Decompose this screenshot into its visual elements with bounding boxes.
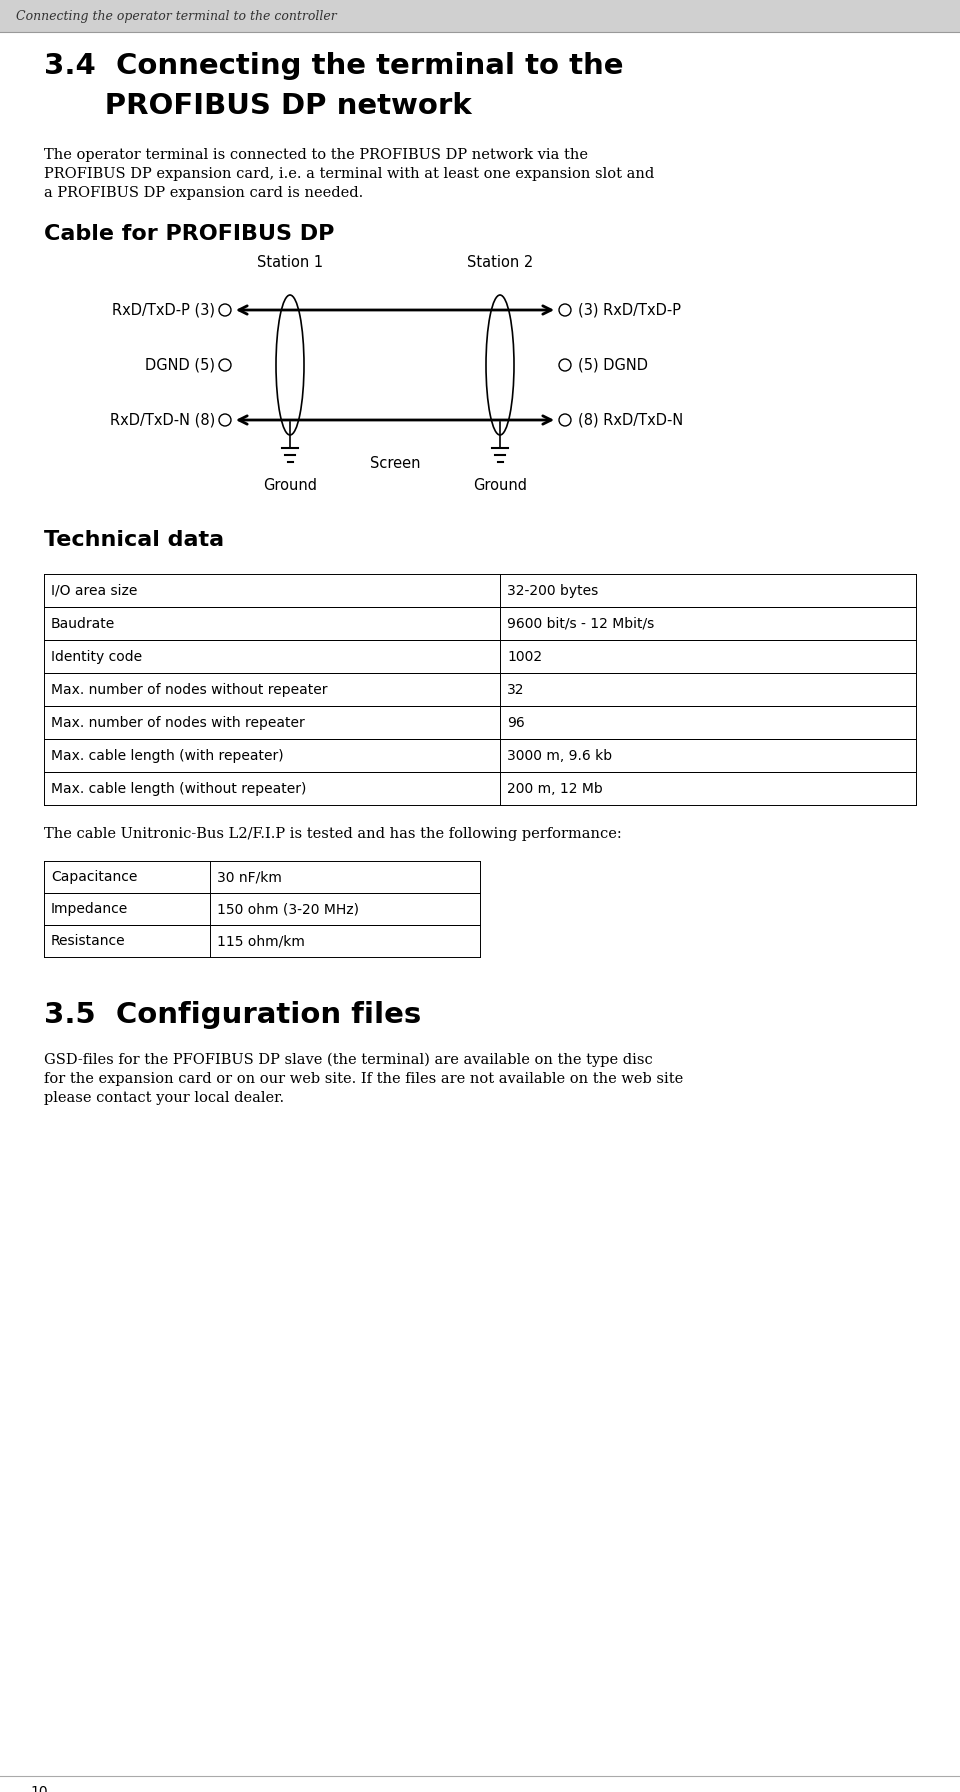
Text: 96: 96 <box>507 715 525 729</box>
Text: a PROFIBUS DP expansion card is needed.: a PROFIBUS DP expansion card is needed. <box>44 186 363 201</box>
Text: Max. number of nodes with repeater: Max. number of nodes with repeater <box>51 715 304 729</box>
Text: GSD-files for the PFOFIBUS DP slave (the terminal) are available on the type dis: GSD-files for the PFOFIBUS DP slave (the… <box>44 1054 653 1068</box>
Text: (8) RxD/TxD-N: (8) RxD/TxD-N <box>578 412 684 428</box>
Text: 10: 10 <box>30 1785 48 1792</box>
Text: PROFIBUS DP network: PROFIBUS DP network <box>44 91 471 120</box>
Text: (5) DGND: (5) DGND <box>578 357 648 373</box>
Bar <box>0 0 960 32</box>
Text: Connecting the operator terminal to the controller: Connecting the operator terminal to the … <box>16 9 337 23</box>
Text: please contact your local dealer.: please contact your local dealer. <box>44 1091 284 1106</box>
Text: 1002: 1002 <box>507 649 542 663</box>
Text: RxD/TxD-N (8): RxD/TxD-N (8) <box>109 412 215 428</box>
Text: I/O area size: I/O area size <box>51 584 137 597</box>
Text: Screen: Screen <box>370 455 420 471</box>
Text: Impedance: Impedance <box>51 901 129 916</box>
Text: Station 1: Station 1 <box>257 254 324 271</box>
Text: 32-200 bytes: 32-200 bytes <box>507 584 598 597</box>
Text: 115 ohm/km: 115 ohm/km <box>217 934 305 948</box>
Text: 3.5  Configuration files: 3.5 Configuration files <box>44 1002 421 1029</box>
Text: DGND (5): DGND (5) <box>145 357 215 373</box>
Text: 32: 32 <box>507 683 524 697</box>
Text: Station 2: Station 2 <box>467 254 533 271</box>
Text: Technical data: Technical data <box>44 530 224 550</box>
Text: Baudrate: Baudrate <box>51 616 115 631</box>
Text: Max. number of nodes without repeater: Max. number of nodes without repeater <box>51 683 327 697</box>
Text: RxD/TxD-P (3): RxD/TxD-P (3) <box>112 303 215 317</box>
Text: Max. cable length (with repeater): Max. cable length (with repeater) <box>51 749 283 763</box>
Text: The operator terminal is connected to the PROFIBUS DP network via the: The operator terminal is connected to th… <box>44 149 588 161</box>
Text: Capacitance: Capacitance <box>51 869 137 883</box>
Text: 150 ohm (3-20 MHz): 150 ohm (3-20 MHz) <box>217 901 359 916</box>
Text: Ground: Ground <box>263 478 317 493</box>
Text: Cable for PROFIBUS DP: Cable for PROFIBUS DP <box>44 224 334 244</box>
Text: Ground: Ground <box>473 478 527 493</box>
Text: for the expansion card or on our web site. If the files are not available on the: for the expansion card or on our web sit… <box>44 1072 684 1086</box>
Text: 30 nF/km: 30 nF/km <box>217 869 282 883</box>
Text: (3) RxD/TxD-P: (3) RxD/TxD-P <box>578 303 681 317</box>
Text: The cable Unitronic-Bus L2/F.I.P is tested and has the following performance:: The cable Unitronic-Bus L2/F.I.P is test… <box>44 826 622 840</box>
Text: 9600 bit/s - 12 Mbit/s: 9600 bit/s - 12 Mbit/s <box>507 616 655 631</box>
Text: 3.4  Connecting the terminal to the: 3.4 Connecting the terminal to the <box>44 52 623 81</box>
Text: Max. cable length (without repeater): Max. cable length (without repeater) <box>51 781 306 796</box>
Text: 200 m, 12 Mb: 200 m, 12 Mb <box>507 781 603 796</box>
Text: Identity code: Identity code <box>51 649 142 663</box>
Text: Resistance: Resistance <box>51 934 126 948</box>
Text: 3000 m, 9.6 kb: 3000 m, 9.6 kb <box>507 749 612 763</box>
Text: PROFIBUS DP expansion card, i.e. a terminal with at least one expansion slot and: PROFIBUS DP expansion card, i.e. a termi… <box>44 167 655 181</box>
